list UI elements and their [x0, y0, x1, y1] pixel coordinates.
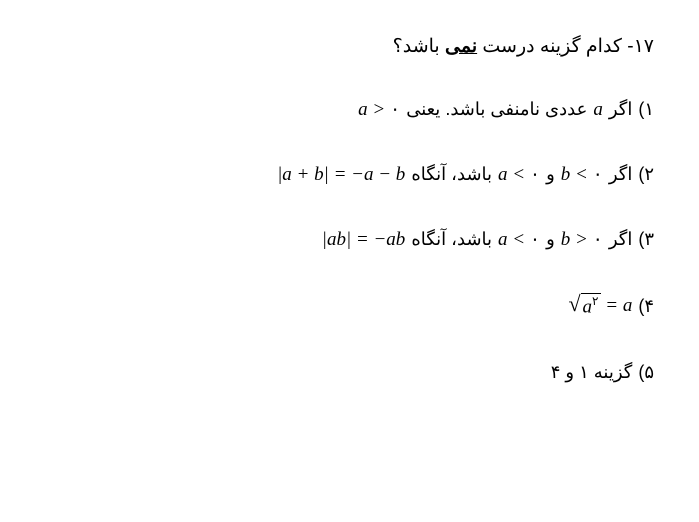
sqrt-symbol: √: [568, 293, 580, 315]
option-2-label: ۲): [638, 164, 654, 185]
option-4-math: √ a۲ = a: [568, 293, 632, 320]
option-3-eq: |ab| = −ab: [322, 229, 406, 251]
option-1-var: a: [593, 99, 603, 121]
option-1-label: ۱): [638, 99, 654, 120]
option-2-then: باشد، آنگاه: [411, 164, 492, 185]
option-3-and: و: [546, 229, 555, 250]
option-1-text-mid: عددی نامنفی باشد. یعنی: [406, 99, 587, 120]
option-5-text: گزینه ۱ و ۴: [551, 362, 633, 383]
option-5-label: ۵): [638, 362, 654, 383]
option-4-label: ۴): [638, 296, 654, 317]
sqrt-expr: √ a۲: [568, 293, 600, 320]
question-underlined: نمی: [445, 36, 477, 57]
option-3-math-a: a < ۰: [498, 228, 540, 251]
option-5: ۵) گزینه ۱ و ۴: [35, 362, 654, 383]
question-text-after: باشد؟: [393, 36, 445, 57]
option-2-math-a: a < ۰: [498, 163, 540, 186]
option-1-text-before: اگر: [609, 99, 633, 120]
option-3-text-before: اگر: [609, 229, 633, 250]
question-title: ۱۷- کدام گزینه درست نمی باشد؟: [35, 35, 654, 58]
option-3-math-b: b > ۰: [561, 228, 603, 251]
question-number: ۱۷-: [627, 36, 654, 57]
option-2-eq: |a + b| = −a − b: [277, 164, 405, 186]
option-3: ۳) اگر b > ۰ و a < ۰ باشد، آنگاه |ab| = …: [35, 228, 654, 251]
sqrt-body: a۲: [581, 293, 601, 320]
option-4: ۴) √ a۲ = a: [35, 293, 654, 320]
option-3-label: ۳): [638, 229, 654, 250]
option-2: ۲) اگر b < ۰ و a < ۰ باشد، آنگاه |a + b|…: [35, 163, 654, 186]
option-1-math: a > ۰: [358, 98, 400, 121]
option-2-and: و: [546, 164, 555, 185]
question-text-before: کدام گزینه درست: [477, 36, 622, 57]
option-2-math-b: b < ۰: [561, 163, 603, 186]
option-4-rhs: = a: [601, 295, 633, 316]
option-1: ۱) اگر a عددی نامنفی باشد. یعنی a > ۰: [35, 98, 654, 121]
option-2-text-before: اگر: [609, 164, 633, 185]
option-3-then: باشد، آنگاه: [411, 229, 492, 250]
